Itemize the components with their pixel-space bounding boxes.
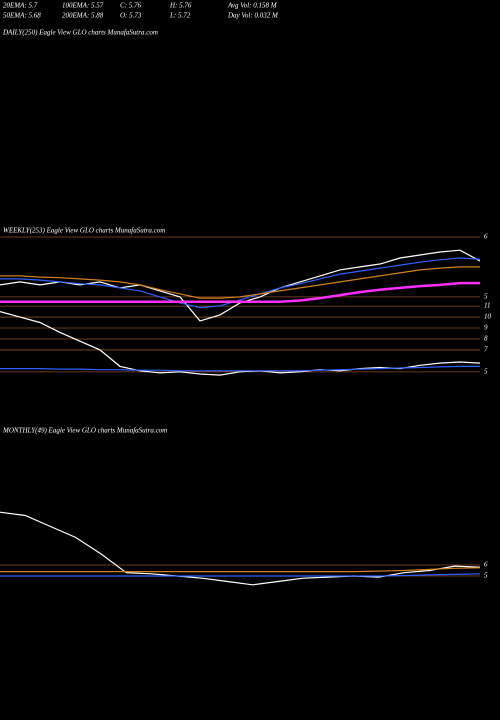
y-tick-label: 5 [484, 367, 488, 375]
y-tick-label: 5 [484, 293, 488, 301]
series-line [0, 511, 481, 586]
y-tick-label: 5 [484, 572, 488, 580]
y-tick-label: 7 [484, 346, 488, 354]
series-line [0, 311, 481, 376]
indicator: Day Vol: 0.032 M [227, 12, 279, 20]
y-tick-label: 8 [484, 335, 488, 343]
series-line [0, 573, 481, 577]
panel-title: WEEKLY(253) Eagle View GLO charts Munafa… [3, 227, 165, 235]
indicator: L: 5.72 [169, 12, 191, 20]
series-line [0, 281, 480, 303]
series-line [0, 365, 480, 372]
indicator: O: 5.73 [120, 12, 142, 20]
y-tick-label: 6 [484, 233, 488, 241]
y-tick-label: 11 [484, 302, 490, 310]
panel-title: MONTHLY(49) Eagle View GLO charts Munafa… [2, 427, 167, 435]
indicator: C: 5.76 [120, 2, 142, 10]
indicator: 50EMA: 5.68 [3, 12, 41, 20]
panel-title: DAILY(250) Eagle View GLO charts MunafaS… [2, 29, 158, 37]
indicator: H: 5.76 [169, 2, 192, 10]
indicator: Avg Vol: 0.158 M [227, 2, 278, 10]
series-line [0, 567, 481, 573]
series-line [0, 266, 480, 299]
y-tick-label: 10 [484, 313, 492, 321]
indicator: 20EMA: 5.7 [3, 2, 38, 10]
series-line [0, 257, 481, 309]
y-tick-label: 9 [484, 324, 488, 332]
indicator: 200EMA: 5.88 [62, 12, 104, 20]
y-tick-label: 6 [484, 561, 488, 569]
indicator: 100EMA: 5.57 [62, 2, 104, 10]
series-line [0, 249, 481, 322]
